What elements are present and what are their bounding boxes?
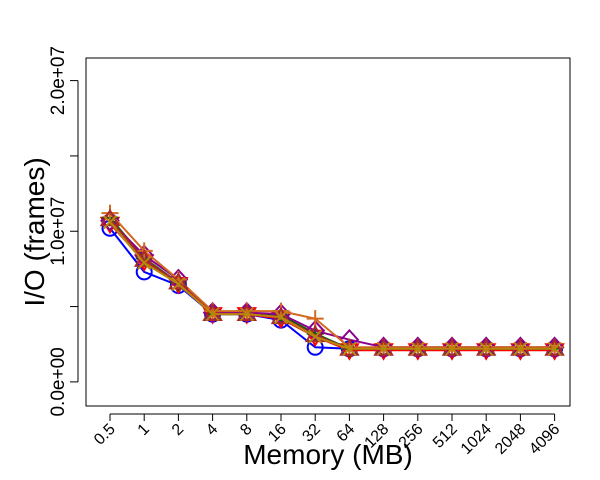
data-point (342, 341, 357, 356)
data-point (306, 310, 324, 328)
data-point (376, 341, 391, 356)
y-tick-label: 2.0e+07 (48, 46, 69, 115)
data-point (544, 338, 565, 356)
y-tick-label: 1.0e+07 (48, 197, 69, 266)
x-tick-label: 512 (430, 421, 461, 452)
data-point (510, 338, 531, 356)
series (102, 215, 562, 356)
data-point (479, 341, 494, 356)
data-point (441, 338, 463, 356)
data-point (305, 319, 326, 342)
data-point (444, 341, 460, 356)
data-point (239, 307, 254, 322)
y-tick-label: 0.0e+00 (48, 347, 69, 416)
data-point (102, 215, 118, 230)
x-tick-label: 0.5 (91, 421, 119, 449)
plot-frame (85, 57, 571, 407)
data-point (137, 255, 152, 270)
y-axis: 0.0e+00 1.0e+07 2.0e+07 (48, 46, 79, 417)
data-point (513, 341, 528, 356)
data-point (407, 338, 429, 356)
data-point (101, 204, 119, 222)
data-point (373, 338, 394, 356)
data-point (205, 307, 220, 322)
data-point (236, 303, 258, 322)
x-tick-label: 1024 (458, 421, 495, 458)
data-point (171, 276, 186, 292)
x-tick-label: 2 (169, 421, 187, 439)
data-point (547, 341, 562, 356)
data-point (273, 310, 289, 325)
x-tick-label: 1 (135, 421, 153, 439)
x-axis-label: Memory (MB) (243, 439, 413, 470)
x-tick-label: 2048 (492, 421, 529, 458)
x-tick-label: 8 (237, 421, 255, 439)
data-point (202, 303, 223, 322)
y-axis-label: I/O (frames) (19, 157, 50, 306)
data-point (475, 338, 497, 356)
x-tick-label: 4096 (526, 421, 563, 458)
x-tick-label: 4 (203, 421, 221, 439)
data-point (308, 329, 323, 344)
series-layer (99, 204, 565, 361)
data-point (410, 341, 425, 356)
